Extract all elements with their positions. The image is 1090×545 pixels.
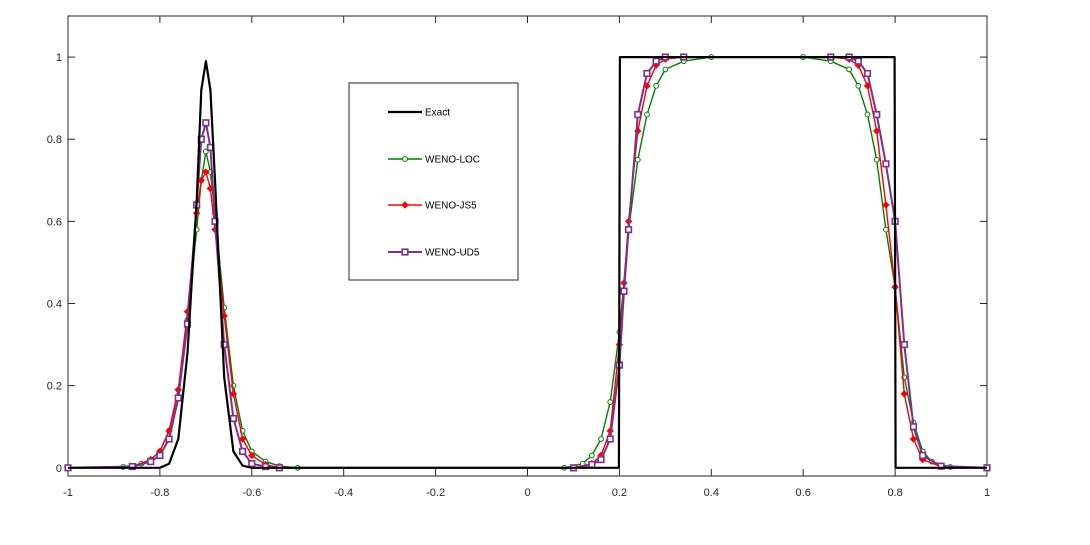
x-tick-label: -0.8 bbox=[150, 487, 169, 499]
legend-label: WENO-UD5 bbox=[425, 248, 480, 259]
x-tick-label: 1 bbox=[984, 487, 990, 499]
data-point bbox=[607, 399, 614, 405]
data-point bbox=[239, 447, 247, 455]
data-point bbox=[652, 57, 660, 65]
data-point bbox=[588, 452, 595, 459]
data-point bbox=[598, 436, 604, 442]
data-point bbox=[909, 435, 918, 443]
data-point bbox=[634, 156, 641, 163]
data-point bbox=[620, 287, 628, 295]
data-point bbox=[909, 423, 918, 431]
data-point bbox=[128, 462, 136, 471]
legend: Exact WENO-LOC WENO-JS5 WENO-UD5 bbox=[348, 82, 519, 281]
x-tick-label: 0.4 bbox=[704, 487, 719, 499]
y-tick-label: 0.2 bbox=[47, 381, 62, 393]
series-line bbox=[68, 55, 987, 469]
x-tick-label: 0.2 bbox=[612, 487, 627, 499]
legend-label: WENO-LOC bbox=[425, 155, 480, 166]
data-point bbox=[202, 119, 210, 127]
x-tick-label: -0.2 bbox=[426, 487, 445, 499]
data-point bbox=[229, 390, 238, 398]
data-point bbox=[854, 57, 862, 65]
data-point bbox=[220, 340, 228, 349]
data-point bbox=[864, 111, 871, 118]
data-point bbox=[248, 451, 256, 460]
legend-box bbox=[348, 82, 519, 281]
legend-label: WENO-JS5 bbox=[425, 201, 477, 212]
data-point bbox=[165, 435, 173, 443]
data-point bbox=[855, 82, 862, 89]
data-point bbox=[174, 394, 182, 402]
data-point bbox=[643, 69, 651, 78]
data-point bbox=[846, 66, 853, 73]
data-point bbox=[634, 110, 642, 119]
data-point bbox=[937, 462, 945, 470]
data-point bbox=[653, 82, 660, 89]
data-point bbox=[401, 201, 409, 209]
data-point bbox=[900, 340, 908, 349]
data-point bbox=[882, 201, 890, 209]
series-layer bbox=[64, 53, 991, 472]
data-point bbox=[147, 458, 155, 466]
y-tick-label: 0.4 bbox=[47, 299, 62, 311]
y-tick-label: 0.8 bbox=[47, 134, 62, 146]
data-point bbox=[644, 111, 650, 118]
data-point bbox=[900, 390, 908, 398]
data-point bbox=[863, 69, 872, 78]
data-point bbox=[401, 248, 409, 256]
x-tick-label: -0.6 bbox=[242, 487, 261, 499]
data-point bbox=[882, 160, 890, 168]
y-tick-label: 1 bbox=[56, 52, 62, 64]
data-point bbox=[873, 110, 881, 119]
x-axis-ticks: -1 -0.8 -0.6 -0.4 -0.2 0 0.2 0.4 0.6 0.8 1 bbox=[63, 16, 990, 499]
data-point bbox=[238, 435, 247, 443]
data-point bbox=[624, 225, 633, 234]
plot-area bbox=[67, 15, 988, 477]
data-point bbox=[597, 455, 605, 464]
data-point bbox=[873, 156, 880, 163]
data-point bbox=[883, 226, 889, 233]
data-point bbox=[606, 435, 614, 443]
data-point bbox=[248, 460, 256, 468]
x-tick-label: -0.4 bbox=[334, 487, 353, 499]
data-point bbox=[588, 460, 596, 469]
x-tick-label: 0 bbox=[524, 487, 530, 499]
data-point bbox=[662, 66, 669, 73]
y-tick-label: 0.6 bbox=[47, 216, 62, 228]
x-tick-label: -1 bbox=[63, 487, 73, 499]
data-point bbox=[919, 451, 927, 460]
data-point bbox=[202, 168, 210, 176]
data-point bbox=[261, 462, 270, 471]
data-point bbox=[229, 414, 238, 423]
data-point bbox=[156, 451, 164, 460]
x-tick-label: 0.8 bbox=[887, 487, 902, 499]
series-exact bbox=[68, 55, 987, 469]
x-tick-label: 0.6 bbox=[796, 487, 811, 499]
data-point bbox=[402, 156, 408, 162]
y-tick-label: 0 bbox=[56, 463, 62, 475]
legend-label: Exact bbox=[425, 108, 450, 119]
